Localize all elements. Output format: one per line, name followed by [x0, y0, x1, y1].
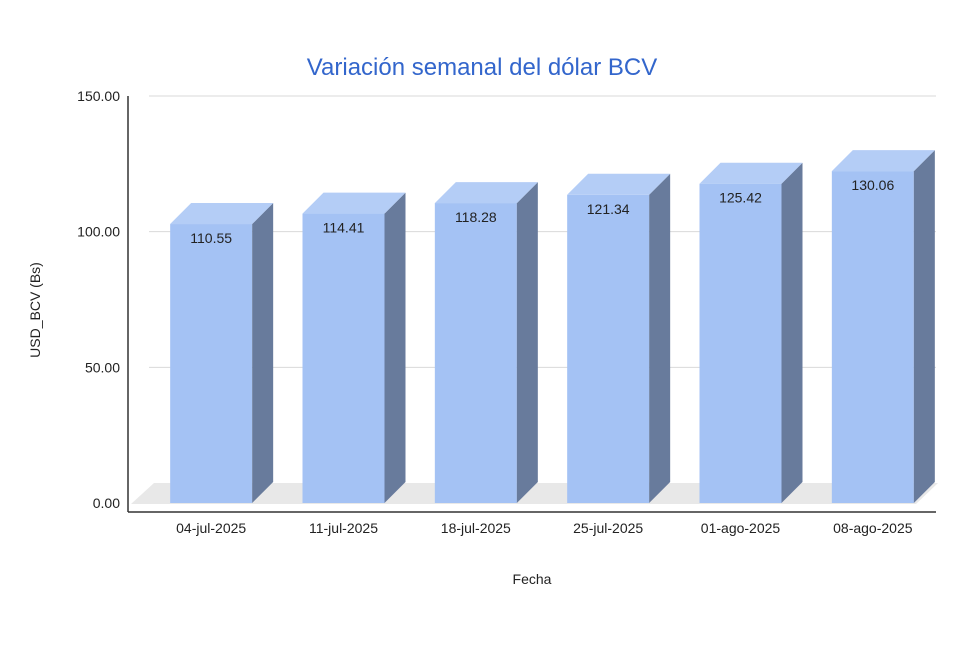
bar-top — [302, 192, 406, 214]
x-tick-label: 25-jul-2025 — [573, 520, 643, 536]
bar-side — [384, 192, 406, 503]
x-tick-label: 08-ago-2025 — [833, 520, 913, 536]
gridlines — [149, 95, 936, 368]
bar — [567, 173, 671, 503]
x-tick-label: 01-ago-2025 — [701, 520, 781, 536]
bar-side — [649, 173, 671, 503]
y-tick-label: 50.00 — [85, 359, 120, 375]
bar-side — [252, 203, 274, 503]
y-tick-label: 150.00 — [77, 88, 120, 104]
bar — [699, 162, 803, 504]
bar-top — [831, 150, 935, 172]
bar-front — [434, 203, 517, 503]
bar-side — [781, 162, 803, 504]
data-label: 130.06 — [851, 177, 894, 193]
x-tick-label: 18-jul-2025 — [441, 520, 511, 536]
bar-front — [831, 171, 914, 503]
y-tick-label: 100.00 — [77, 224, 120, 240]
bar — [434, 182, 538, 503]
bar-top — [699, 162, 803, 184]
bar-top — [434, 182, 538, 204]
data-label: 118.28 — [455, 209, 497, 225]
bar — [831, 150, 935, 503]
bar-side — [913, 150, 935, 503]
data-labels: 110.55 114.41 118.28 121.34 125.42 130.06 — [190, 177, 894, 246]
bars — [170, 150, 935, 504]
bar-top — [170, 203, 274, 225]
x-tick-label: 11-jul-2025 — [309, 520, 378, 536]
x-tick-label: 04-jul-2025 — [176, 520, 246, 536]
bar-side — [516, 182, 538, 503]
bar — [302, 192, 406, 503]
data-label: 110.55 — [190, 230, 232, 246]
x-axis-label: Fecha — [513, 571, 552, 587]
data-label: 121.34 — [587, 201, 630, 217]
bar-front — [699, 183, 782, 504]
bar-front — [170, 224, 253, 503]
chart-title: Variación semanal del dólar BCV — [307, 54, 657, 81]
data-label: 125.42 — [719, 190, 762, 206]
bar-front — [567, 194, 650, 503]
bar-front — [302, 213, 385, 503]
tick-labels: 0.00 50.00 100.00 150.00 04-jul-2025 11-jul-2… — [77, 88, 913, 536]
axes — [127, 96, 936, 513]
y-tick-label: 0.00 — [93, 495, 120, 511]
bar-top — [567, 173, 671, 195]
y-axis-label: USD_BCV (Bs) — [27, 262, 43, 358]
data-label: 114.41 — [323, 220, 365, 236]
bar — [170, 203, 274, 503]
